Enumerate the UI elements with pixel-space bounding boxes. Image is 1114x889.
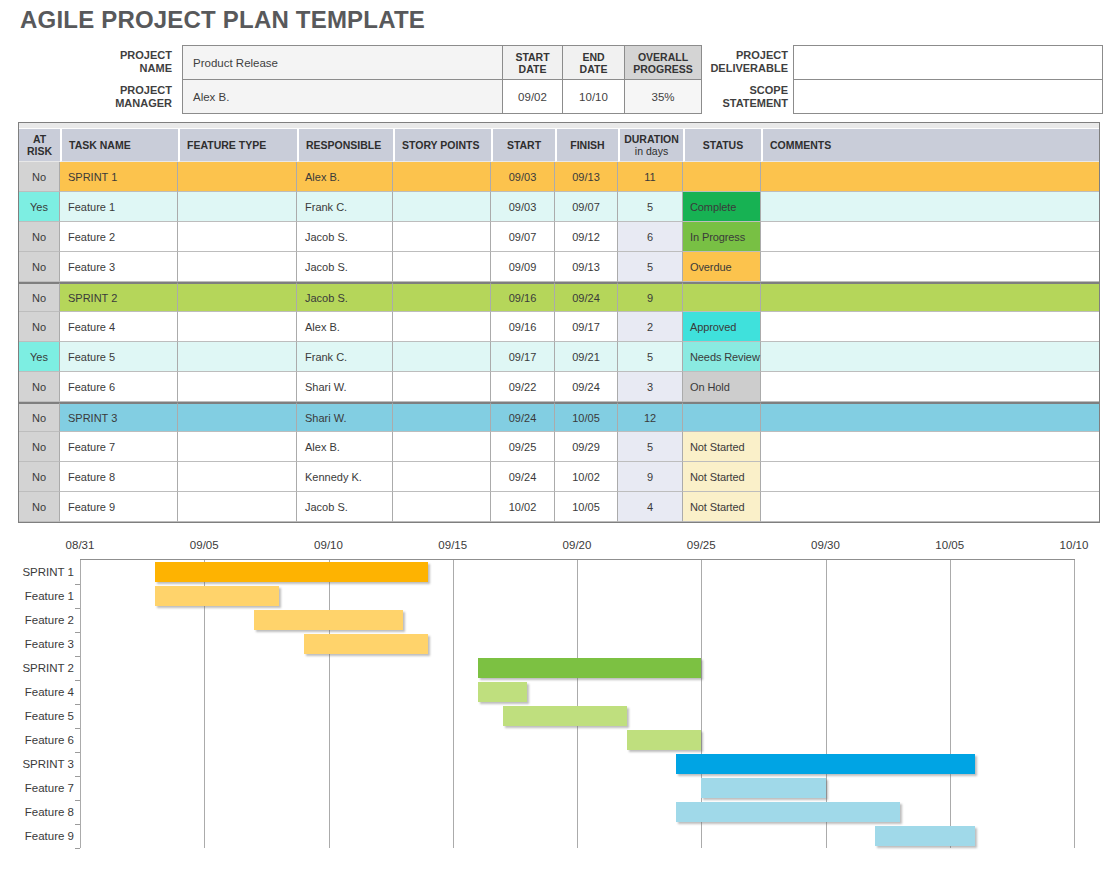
gantt-bar-feature-3 <box>304 634 428 654</box>
gantt-bar-feature-4 <box>478 682 528 702</box>
gantt-date-label: 10/10 <box>1042 539 1106 551</box>
gantt-gridline <box>80 560 81 848</box>
gantt-date-label: 09/25 <box>669 539 733 551</box>
gantt-bar-sprint-3 <box>676 754 974 774</box>
gantt-axis-tick <box>75 584 80 585</box>
gantt-date-label: 09/10 <box>297 539 361 551</box>
gantt-bar-feature-8 <box>676 802 900 822</box>
gantt-task-label: Feature 7 <box>0 776 74 800</box>
gantt-bar-sprint-2 <box>478 658 702 678</box>
gantt-bar-feature-2 <box>254 610 403 630</box>
gantt-axis-tick <box>75 704 80 705</box>
gantt-date-label: 09/20 <box>545 539 609 551</box>
gantt-gridline <box>950 560 951 848</box>
gantt-bar-feature-5 <box>503 706 627 726</box>
gantt-date-label: 09/30 <box>794 539 858 551</box>
gantt-date-label: 08/31 <box>48 539 112 551</box>
gantt-axis-tick <box>75 728 80 729</box>
gantt-axis-tick <box>75 848 80 849</box>
gantt-task-label: Feature 5 <box>0 704 74 728</box>
gantt-axis-tick <box>75 632 80 633</box>
gantt-axis-tick <box>75 656 80 657</box>
gantt-axis-tick <box>75 680 80 681</box>
gantt-gridline <box>453 560 454 848</box>
gantt-task-label: Feature 9 <box>0 824 74 848</box>
gantt-axis-tick <box>75 752 80 753</box>
gantt-bar-feature-7 <box>701 778 825 798</box>
gantt-task-label: Feature 1 <box>0 584 74 608</box>
gantt-chart: 08/31 09/05 09/10 09/15 09/20 09/25 09/30 10/05… <box>0 0 1114 889</box>
gantt-task-label: Feature 2 <box>0 608 74 632</box>
gantt-axis-tick <box>75 608 80 609</box>
gantt-date-label: 09/05 <box>172 539 236 551</box>
gantt-bar-feature-6 <box>627 730 702 750</box>
gantt-gridline <box>1074 560 1075 848</box>
gantt-axis-tick <box>75 800 80 801</box>
gantt-task-label: Feature 3 <box>0 632 74 656</box>
gantt-task-label: SPRINT 3 <box>0 752 74 776</box>
gantt-bar-sprint-1 <box>155 562 428 582</box>
gantt-task-label: Feature 4 <box>0 680 74 704</box>
gantt-gridline <box>329 560 330 848</box>
gantt-bar-feature-9 <box>875 826 974 846</box>
gantt-bar-feature-1 <box>155 586 279 606</box>
gantt-task-label: Feature 6 <box>0 728 74 752</box>
gantt-task-label: Feature 8 <box>0 800 74 824</box>
gantt-task-label: SPRINT 2 <box>0 656 74 680</box>
gantt-gridline <box>577 560 578 848</box>
gantt-axis-tick <box>75 824 80 825</box>
gantt-task-label: SPRINT 1 <box>0 560 74 584</box>
gantt-date-label: 10/05 <box>918 539 982 551</box>
gantt-date-label: 09/15 <box>421 539 485 551</box>
gantt-axis-tick <box>75 776 80 777</box>
